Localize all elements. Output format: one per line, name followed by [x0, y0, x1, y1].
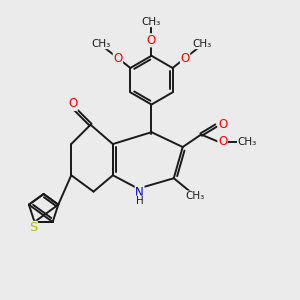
Text: CH₃: CH₃: [193, 39, 212, 49]
Text: CH₃: CH₃: [91, 39, 110, 49]
Text: O: O: [218, 118, 227, 130]
Text: O: O: [113, 52, 122, 65]
Text: O: O: [68, 98, 77, 110]
Text: O: O: [147, 34, 156, 47]
Text: O: O: [181, 52, 190, 65]
Text: CH₃: CH₃: [142, 16, 161, 27]
Text: O: O: [218, 136, 227, 148]
Text: H: H: [136, 196, 143, 206]
Text: S: S: [29, 221, 37, 234]
Text: N: N: [135, 186, 144, 199]
Text: CH₃: CH₃: [186, 191, 205, 201]
Text: CH₃: CH₃: [238, 137, 257, 147]
